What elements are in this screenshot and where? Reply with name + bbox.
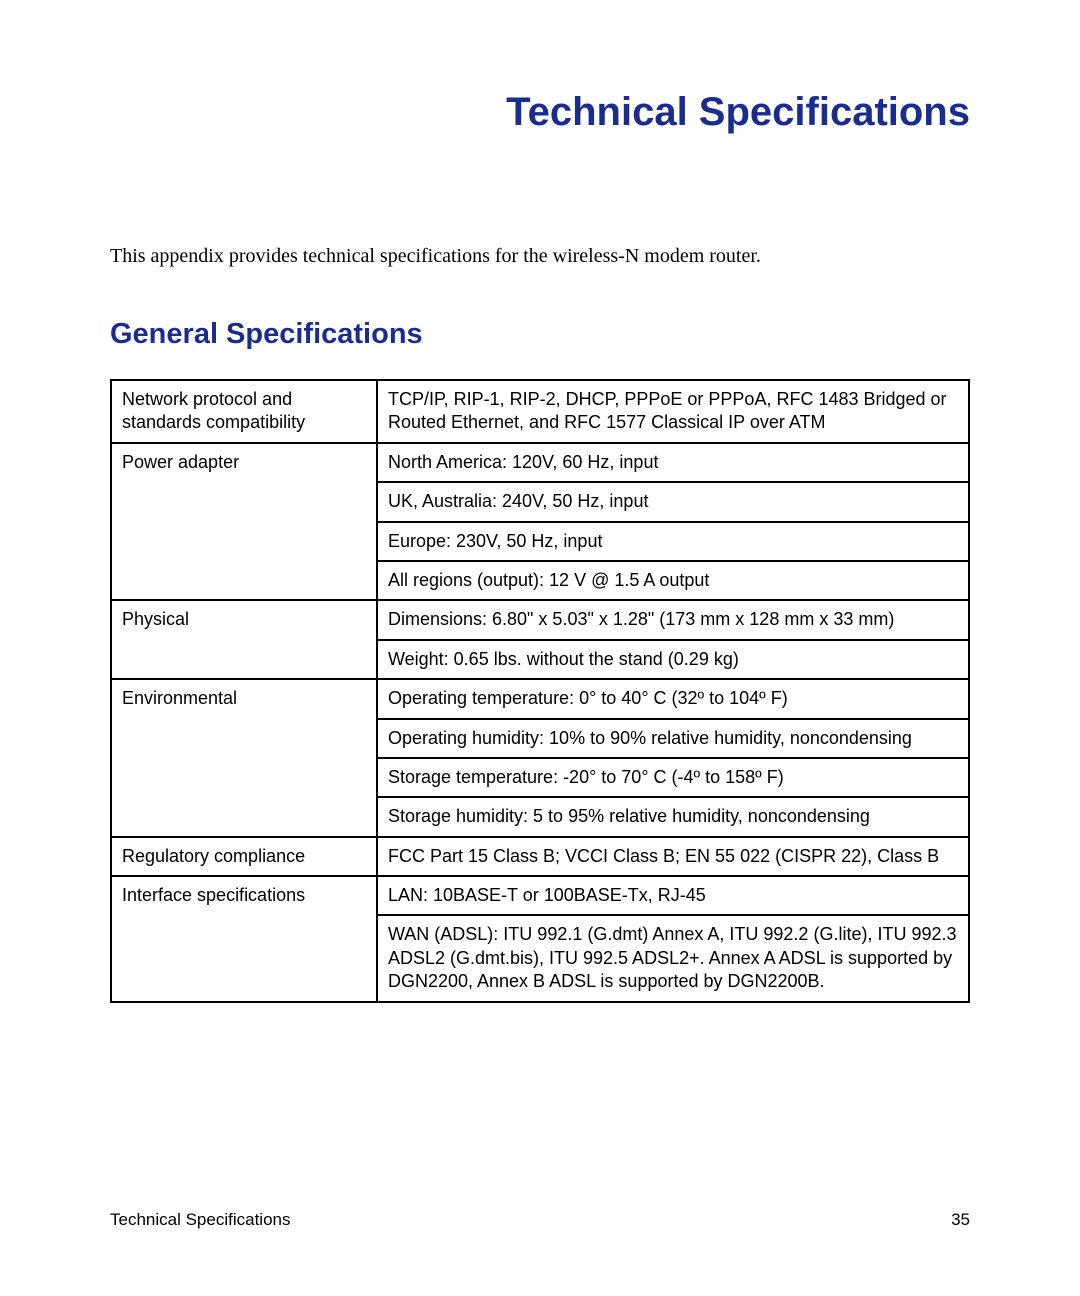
spec-label-cell: Interface specifications: [111, 876, 377, 1002]
spec-table-body: Network protocol and standards compatibi…: [111, 380, 969, 1002]
spec-value-cell: FCC Part 15 Class B; VCCI Class B; EN 55…: [377, 837, 969, 876]
table-row: Regulatory complianceFCC Part 15 Class B…: [111, 837, 969, 876]
spec-table: Network protocol and standards compatibi…: [110, 379, 970, 1003]
spec-value-cell: North America: 120V, 60 Hz, input: [377, 443, 969, 482]
spec-label-cell: Regulatory compliance: [111, 837, 377, 876]
section-title: General Specifications: [110, 318, 970, 351]
footer-left-text: Technical Specifications: [110, 1210, 290, 1230]
spec-value-cell: TCP/IP, RIP-1, RIP-2, DHCP, PPPoE or PPP…: [377, 380, 969, 443]
spec-label-cell: Physical: [111, 600, 377, 679]
table-row: PhysicalDimensions: 6.80" x 5.03" x 1.28…: [111, 600, 969, 639]
spec-value-cell: Weight: 0.65 lbs. without the stand (0.2…: [377, 640, 969, 679]
table-row: Power adapterNorth America: 120V, 60 Hz,…: [111, 443, 969, 482]
spec-value-cell: LAN: 10BASE-T or 100BASE-Tx, RJ-45: [377, 876, 969, 915]
page-title: Technical Specifications: [110, 90, 970, 135]
spec-value-cell: Europe: 230V, 50 Hz, input: [377, 522, 969, 561]
spec-value-cell: Storage temperature: -20° to 70° C (-4º …: [377, 758, 969, 797]
table-row: Interface specificationsLAN: 10BASE-T or…: [111, 876, 969, 915]
spec-label-cell: Power adapter: [111, 443, 377, 601]
table-row: Network protocol and standards compatibi…: [111, 380, 969, 443]
page-footer: Technical Specifications 35: [110, 1210, 970, 1230]
intro-text: This appendix provides technical specifi…: [110, 245, 970, 268]
spec-value-cell: Storage humidity: 5 to 95% relative humi…: [377, 797, 969, 836]
spec-label-cell: Network protocol and standards compatibi…: [111, 380, 377, 443]
spec-value-cell: WAN (ADSL): ITU 992.1 (G.dmt) Annex A, I…: [377, 915, 969, 1001]
spec-value-cell: UK, Australia: 240V, 50 Hz, input: [377, 482, 969, 521]
spec-value-cell: Operating humidity: 10% to 90% relative …: [377, 719, 969, 758]
spec-value-cell: Dimensions: 6.80" x 5.03" x 1.28" (173 m…: [377, 600, 969, 639]
table-row: EnvironmentalOperating temperature: 0° t…: [111, 679, 969, 718]
spec-label-cell: Environmental: [111, 679, 377, 837]
spec-value-cell: All regions (output): 12 V @ 1.5 A outpu…: [377, 561, 969, 600]
footer-page-number: 35: [951, 1210, 970, 1230]
spec-value-cell: Operating temperature: 0° to 40° C (32º …: [377, 679, 969, 718]
